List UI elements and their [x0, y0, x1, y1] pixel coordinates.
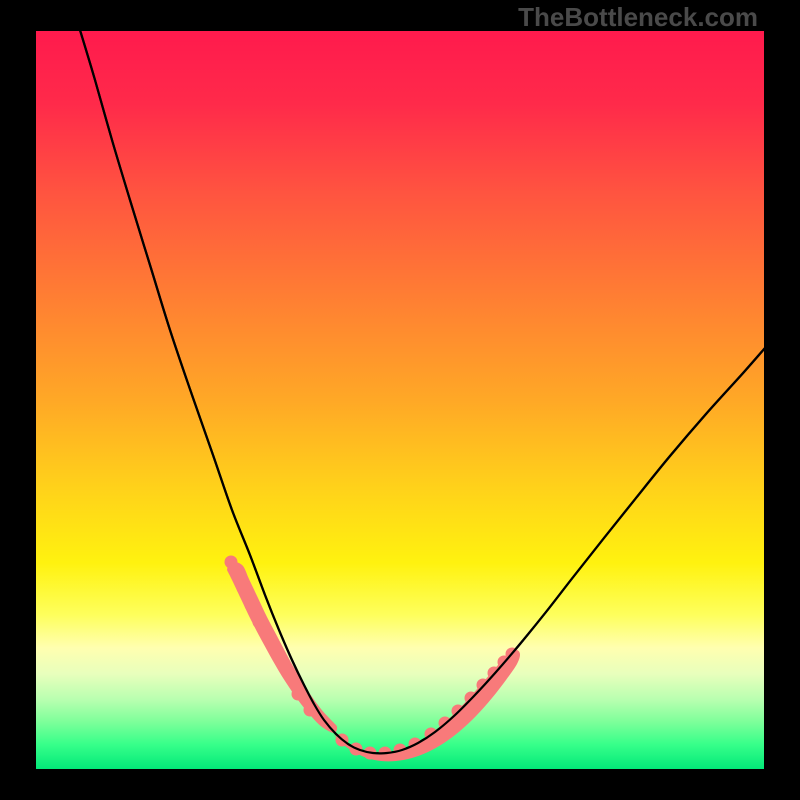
plot-area: [35, 30, 765, 770]
pink-bead: [292, 688, 305, 701]
pink-bead: [245, 599, 258, 612]
pink-bead: [253, 616, 266, 629]
chart-stage: TheBottleneck.com: [0, 0, 800, 800]
watermark-text: TheBottleneck.com: [518, 2, 758, 33]
chart-svg: [0, 0, 800, 800]
pink-bead: [237, 582, 250, 595]
pink-bead: [231, 569, 244, 582]
pink-bead: [225, 556, 238, 569]
